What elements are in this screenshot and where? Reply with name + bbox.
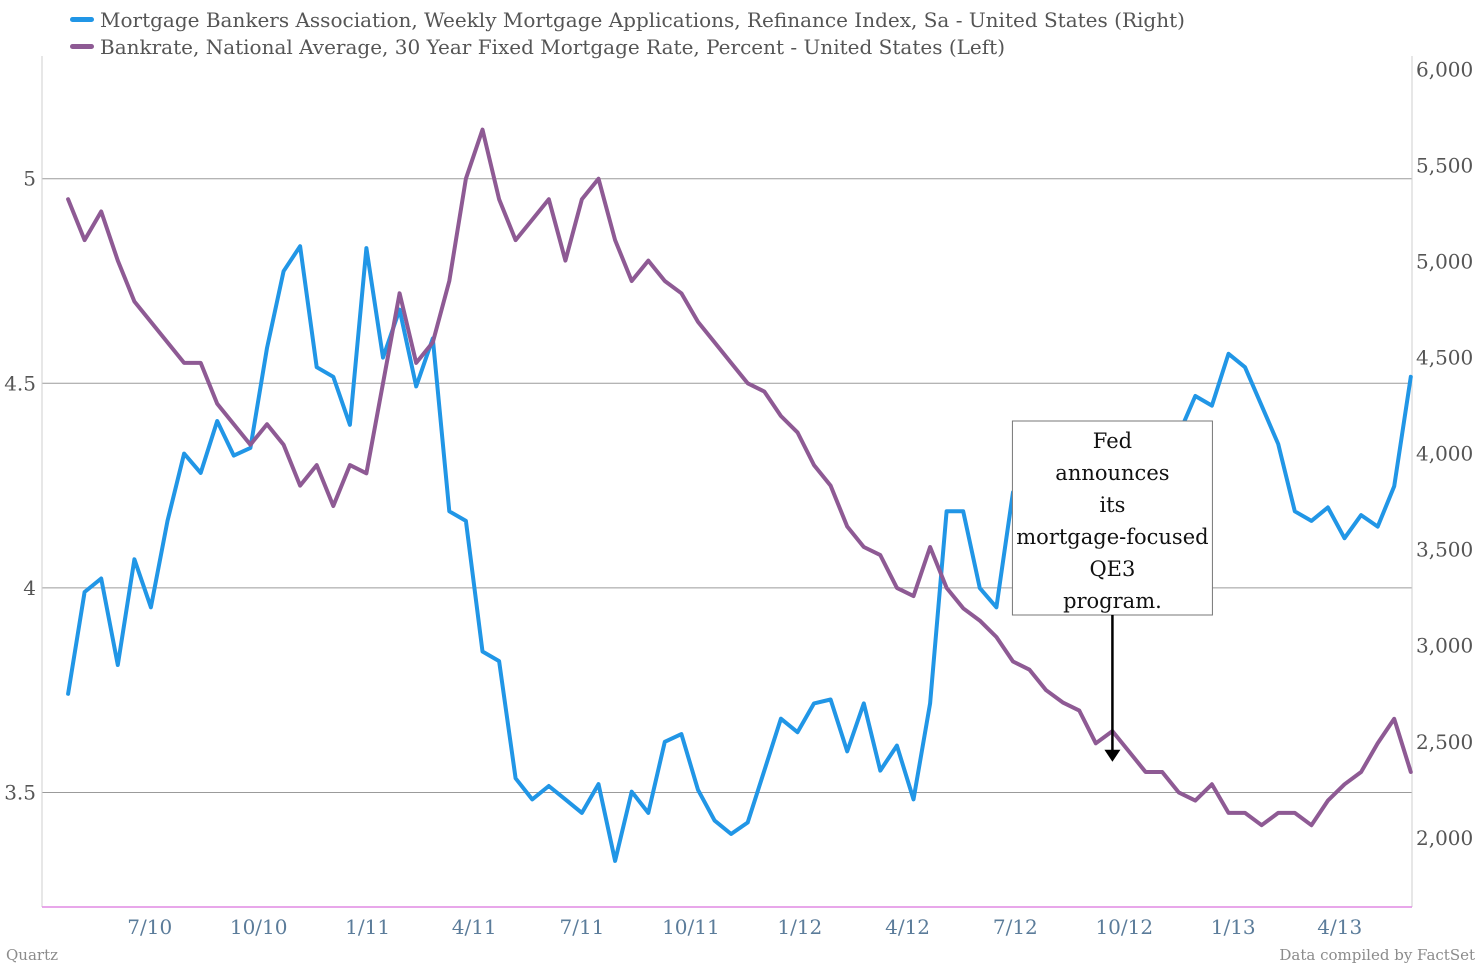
annotation-text-line: mortgage-focused bbox=[1016, 525, 1208, 549]
annotation-arrow-head bbox=[1104, 749, 1121, 762]
x-tick-label: 4/11 bbox=[452, 915, 497, 939]
x-tick-label: 10/10 bbox=[230, 915, 288, 939]
annotation-text-line: program. bbox=[1063, 589, 1162, 613]
y-left-tick-label: 4 bbox=[23, 576, 36, 600]
y-left-tick-label: 4.5 bbox=[4, 371, 36, 395]
y-right-tick-label: 4,000 bbox=[1416, 442, 1473, 466]
y-right-tick-label: 3,500 bbox=[1416, 538, 1473, 562]
footer-source-left: Quartz bbox=[6, 946, 59, 964]
legend-item-rate: Bankrate, National Average, 30 Year Fixe… bbox=[70, 33, 1185, 60]
x-tick-label: 1/13 bbox=[1211, 915, 1256, 939]
legend-swatch-rate bbox=[70, 44, 94, 49]
annotation-text-line: QE3 bbox=[1089, 557, 1135, 581]
y-right-tick-label: 2,500 bbox=[1416, 730, 1473, 754]
annotation-box bbox=[1011, 420, 1213, 616]
y-right-tick-label: 5,000 bbox=[1416, 250, 1473, 274]
x-tick-label: 4/13 bbox=[1317, 915, 1362, 939]
legend-swatch-refinance bbox=[70, 17, 94, 22]
annotation-text-line: announces bbox=[1055, 461, 1169, 485]
series-group bbox=[66, 127, 1413, 863]
footer-source-right: Data compiled by FactSet bbox=[1279, 946, 1475, 964]
y-left-tick-label: 5 bbox=[23, 167, 36, 191]
y-right-tick-label: 3,000 bbox=[1416, 634, 1473, 658]
y-right-tick-label: 5,500 bbox=[1416, 153, 1473, 177]
x-tick-label: 7/10 bbox=[127, 915, 172, 939]
x-tick-label: 7/11 bbox=[559, 915, 604, 939]
annotation-text-line: its bbox=[1099, 493, 1125, 517]
x-tick-label: 1/11 bbox=[345, 915, 390, 939]
legend-item-refinance: Mortgage Bankers Association, Weekly Mor… bbox=[70, 6, 1185, 33]
y-right-tick-label: 4,500 bbox=[1416, 346, 1473, 370]
y-right-tick-label: 6,000 bbox=[1416, 57, 1473, 81]
x-tick-label: 10/11 bbox=[662, 915, 720, 939]
annotation-text-line: Fed bbox=[1093, 429, 1132, 453]
x-tick-label: 4/12 bbox=[885, 915, 930, 939]
x-tick-label: 1/12 bbox=[777, 915, 822, 939]
axes: 3.5 4 4.5 5 2,000 2,500 3,000 3,500 4,000 4,500 5,… bbox=[4, 56, 1473, 939]
legend-label-rate: Bankrate, National Average, 30 Year Fixe… bbox=[100, 34, 1005, 59]
series-line-refinance bbox=[66, 244, 1413, 863]
y-left-tick-label: 3.5 bbox=[4, 780, 36, 804]
y-right-tick-label: 2,000 bbox=[1416, 826, 1473, 850]
annotation: Fed announces its mortgage-focused QE3 progra… bbox=[1011, 420, 1213, 762]
x-tick-label: 7/12 bbox=[993, 915, 1038, 939]
series-line-rate bbox=[66, 127, 1413, 828]
x-tick-label: 10/12 bbox=[1095, 915, 1153, 939]
legend: Mortgage Bankers Association, Weekly Mor… bbox=[70, 6, 1185, 60]
legend-label-refinance: Mortgage Bankers Association, Weekly Mor… bbox=[100, 7, 1185, 32]
